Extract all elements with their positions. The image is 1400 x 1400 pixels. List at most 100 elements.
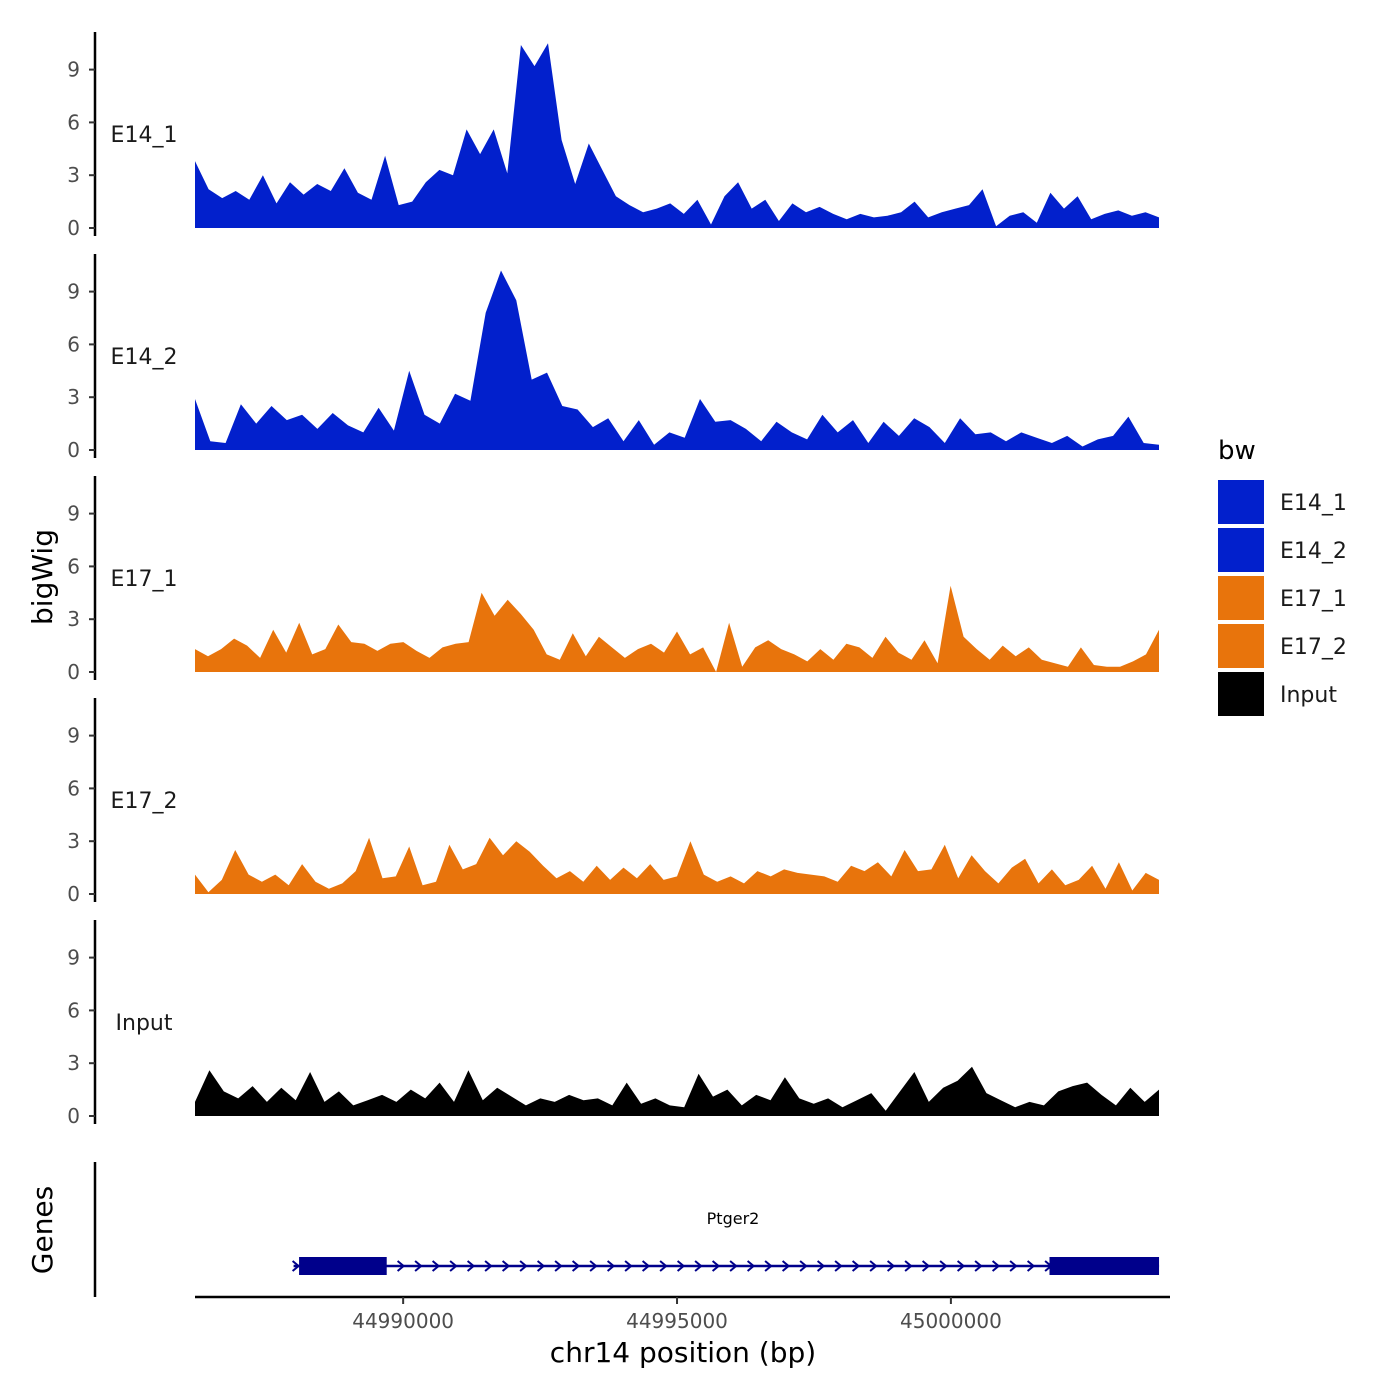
y-tick-label: 0: [67, 660, 80, 684]
gene-panel-y-title: Genes: [26, 1186, 59, 1274]
legend-key-e17-1: [1218, 576, 1264, 620]
strand-arrow: [869, 1260, 878, 1272]
track-label-input: Input: [116, 1011, 173, 1036]
area-e17-1: [195, 585, 1159, 672]
y-tick-label: 6: [67, 110, 80, 134]
x-axis: 44990000 44995000 45000000 chr14 position …: [195, 1295, 1170, 1369]
strand-arrow: [886, 1260, 896, 1272]
legend-label-input: Input: [1280, 683, 1337, 708]
gene-exon: [299, 1257, 387, 1275]
legend-key-e14-2: [1218, 528, 1264, 572]
y-tick-label: 3: [67, 385, 80, 409]
y-tick-label: 3: [67, 1051, 80, 1075]
y-tick-label: 0: [67, 438, 80, 462]
strand-arrow: [729, 1260, 738, 1272]
strand-arrow: [781, 1260, 791, 1272]
strand-arrow: [414, 1260, 423, 1272]
strand-arrow: [589, 1260, 598, 1272]
area-e14-2: [195, 270, 1159, 450]
track-e14-1: 0 3 6 9 E14_1: [67, 32, 1159, 240]
area-e14-1: [195, 43, 1159, 229]
y-tick-label: 0: [67, 1104, 80, 1128]
strand-arrow: [291, 1260, 301, 1272]
legend-key-input: [1218, 672, 1264, 716]
strand-arrow: [799, 1260, 808, 1272]
strand-arrow: [466, 1260, 476, 1272]
strand-arrow: [519, 1260, 528, 1272]
y-tick-label: 6: [67, 998, 80, 1022]
strand-arrow: [939, 1260, 948, 1272]
x-tick-label: 44990000: [352, 1309, 454, 1333]
legend-label-e14-2: E14_2: [1280, 539, 1347, 564]
legend-title: bw: [1218, 436, 1256, 466]
gene-exon: [1049, 1257, 1160, 1275]
y-tick-label: 6: [67, 776, 80, 800]
strand-arrow: [659, 1260, 668, 1272]
y-tick-label: 9: [67, 946, 80, 970]
gene-marks: [291, 1257, 1160, 1275]
strand-arrow: [536, 1260, 546, 1272]
area-input: [195, 1066, 1159, 1116]
track-label-e14-2: E14_2: [111, 345, 178, 370]
track-e17-2: 0 3 6 9 E17_2: [67, 698, 1159, 906]
gene-panel: Genes Ptger2: [26, 1162, 1160, 1297]
strand-arrow: [431, 1260, 441, 1272]
strand-arrow: [1009, 1260, 1018, 1272]
track-label-e14-1: E14_1: [111, 123, 178, 148]
strand-arrow: [484, 1260, 493, 1272]
strand-arrow: [396, 1260, 406, 1272]
y-axis-title: bigWig: [26, 529, 59, 625]
legend: bw E14_1 E14_2 E17_1 E17_2 Input: [1218, 436, 1347, 716]
area-e17-2: [195, 837, 1159, 894]
gene-name-label: Ptger2: [707, 1209, 760, 1228]
strand-arrow: [816, 1260, 826, 1272]
strand-arrow: [501, 1260, 511, 1272]
track-label-e17-1: E17_1: [111, 567, 178, 592]
y-tick-label: 9: [67, 724, 80, 748]
y-tick-label: 3: [67, 829, 80, 853]
track-label-e17-2: E17_2: [111, 789, 178, 814]
y-tick-label: 3: [67, 163, 80, 187]
y-tick-label: 0: [67, 882, 80, 906]
y-tick-label: 9: [67, 58, 80, 82]
y-tick-label: 0: [67, 216, 80, 240]
x-ticks: 44990000 44995000 45000000: [352, 1297, 1002, 1333]
legend-label-e17-1: E17_1: [1280, 587, 1347, 612]
strand-arrow: [904, 1260, 913, 1272]
strand-arrow: [991, 1260, 1001, 1272]
strand-arrow: [746, 1260, 756, 1272]
legend-label-e17-2: E17_2: [1280, 635, 1347, 660]
strand-arrow: [834, 1260, 843, 1272]
legend-key-e14-1: [1218, 480, 1264, 524]
strand-arrow: [851, 1260, 861, 1272]
strand-arrow: [694, 1260, 703, 1272]
track-e17-1: 0 3 6 9 E17_1: [67, 476, 1159, 684]
strand-arrow: [676, 1260, 686, 1272]
strand-arrow: [449, 1260, 458, 1272]
strand-arrow: [554, 1260, 563, 1272]
track-input: 0 3 6 9 Input: [67, 920, 1159, 1128]
strand-arrow: [606, 1260, 616, 1272]
strand-arrow: [921, 1260, 931, 1272]
x-tick-label: 44995000: [626, 1309, 728, 1333]
strand-arrow: [711, 1260, 721, 1272]
strand-arrow: [956, 1260, 966, 1272]
y-tick-label: 6: [67, 332, 80, 356]
y-tick-label: 6: [67, 554, 80, 578]
y-tick-label: 3: [67, 607, 80, 631]
legend-key-e17-2: [1218, 624, 1264, 668]
y-tick-label: 9: [67, 280, 80, 304]
strand-arrow: [1026, 1260, 1036, 1272]
legend-label-e14-1: E14_1: [1280, 491, 1347, 516]
x-axis-title: chr14 position (bp): [550, 1336, 816, 1369]
tracks-group: 0 3 6 9 E14_1 0 3 6 9 E14_2 0 3 6 9 E17_1 0 3 6 9 E17_2 0 3 6 9…: [67, 32, 1159, 1128]
strand-arrow: [624, 1260, 633, 1272]
strand-arrow: [764, 1260, 773, 1272]
strand-arrow: [974, 1260, 983, 1272]
x-tick-label: 45000000: [900, 1309, 1002, 1333]
strand-arrow: [571, 1260, 581, 1272]
y-tick-label: 9: [67, 502, 80, 526]
track-e14-2: 0 3 6 9 E14_2: [67, 254, 1159, 462]
strand-arrow: [641, 1260, 651, 1272]
